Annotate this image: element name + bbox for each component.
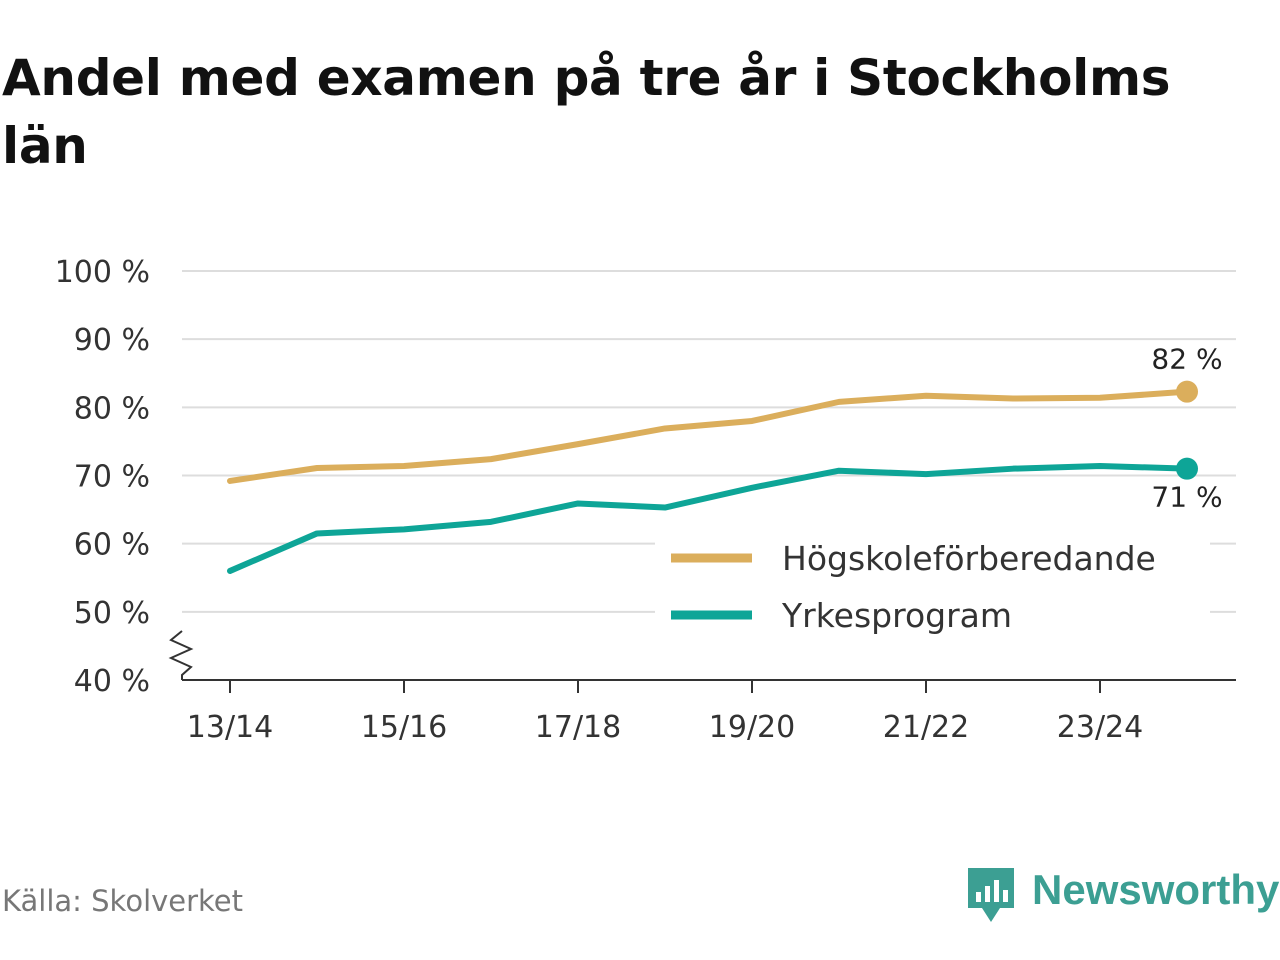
- x-tick-label: 13/14: [187, 710, 273, 745]
- y-tick-label: 100 %: [55, 255, 150, 290]
- source-note: Källa: Skolverket: [2, 884, 244, 918]
- y-axis-tick-labels: 40 % 50 % 60 % 70 % 80 % 90 % 100 %: [55, 255, 150, 699]
- legend-background: [655, 533, 1210, 643]
- newsworthy-logo[interactable]: Newsworthy: [962, 864, 1280, 926]
- x-tick-label: 23/24: [1057, 710, 1143, 745]
- series-lines: 82 % 71 %: [227, 343, 1223, 574]
- series-end-label: 82 %: [1151, 343, 1222, 376]
- x-axis-tick-labels: 13/14 15/16 17/18 19/20 21/22 23/24: [187, 710, 1143, 745]
- series-end-label: 71 %: [1151, 481, 1222, 514]
- legend-label: Högskoleförberedande: [782, 539, 1156, 578]
- x-tick-label: 21/22: [883, 710, 969, 745]
- y-tick-label: 80 %: [74, 391, 150, 426]
- y-tick-label: 40 %: [74, 664, 150, 699]
- y-tick-label: 60 %: [74, 528, 150, 563]
- y-tick-label: 90 %: [74, 323, 150, 358]
- x-tick-label: 19/20: [709, 710, 795, 745]
- series-end-point: [1176, 457, 1198, 480]
- brand-name: Newsworthy: [1032, 866, 1280, 913]
- chart-title: Andel med examen på tre år i Stockholms …: [2, 49, 1171, 175]
- x-tick-label: 15/16: [361, 710, 447, 745]
- x-tick-label: 17/18: [535, 710, 621, 745]
- x-axis: [168, 630, 1236, 693]
- series-end-point: [1176, 380, 1198, 403]
- axis-break-icon: [168, 630, 194, 680]
- series-line: [227, 462, 1190, 574]
- y-tick-label: 70 %: [74, 460, 150, 495]
- legend-label: Yrkesprogram: [781, 596, 1012, 635]
- newsworthy-logo-icon: [968, 868, 1014, 922]
- legend: Högskoleförberedande Yrkesprogram: [655, 533, 1210, 643]
- y-tick-label: 50 %: [74, 596, 150, 631]
- series-line: [227, 388, 1190, 484]
